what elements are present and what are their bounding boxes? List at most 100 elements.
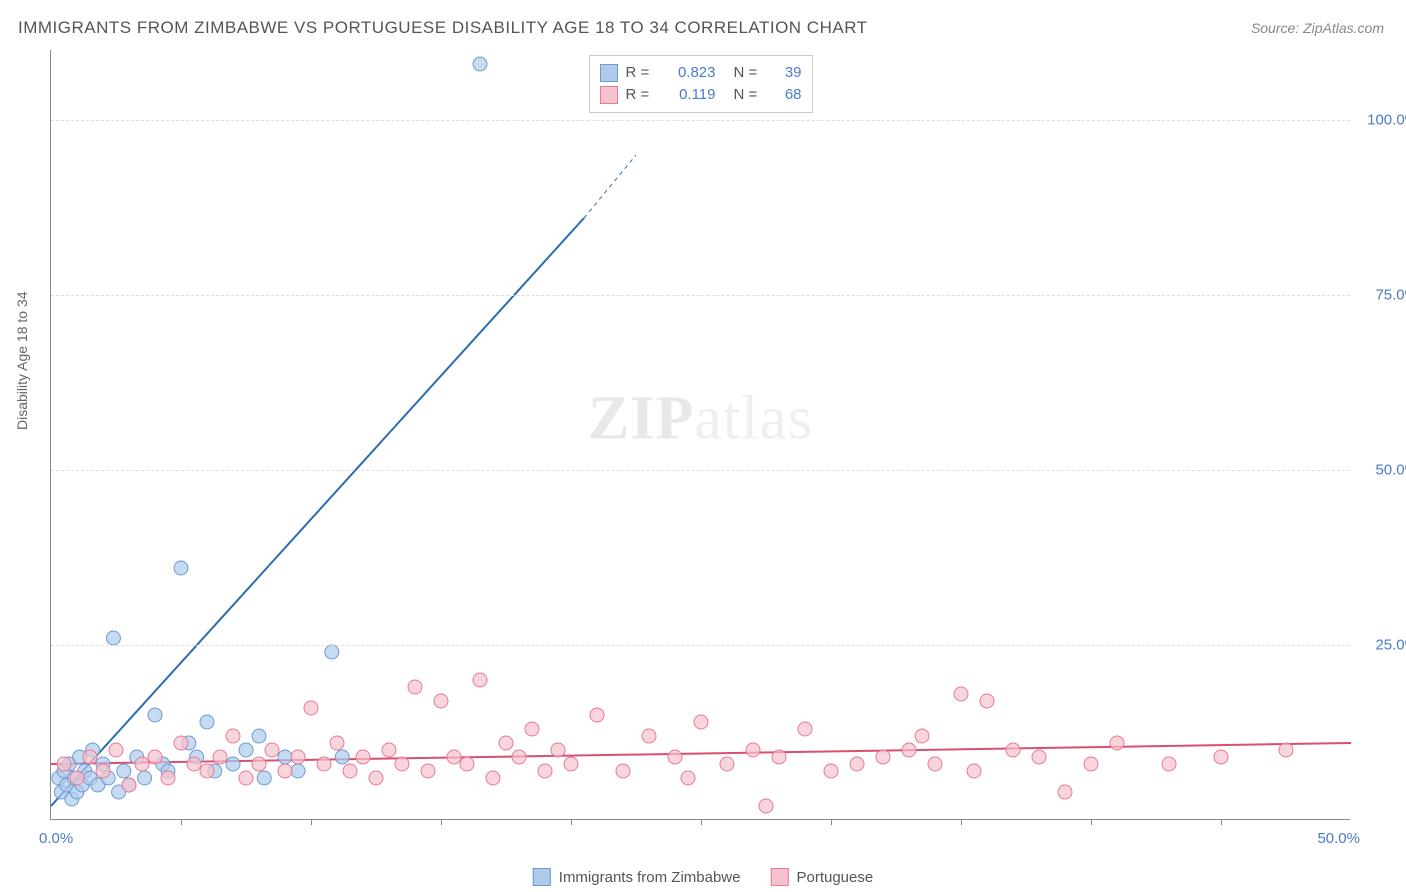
x-tick-mark [701, 819, 702, 825]
r-value-1: 0.823 [664, 62, 716, 84]
trend-line [51, 218, 584, 806]
n-value-1: 39 [772, 62, 802, 84]
data-point [499, 736, 513, 750]
x-tick-mark [441, 819, 442, 825]
data-point [772, 750, 786, 764]
data-point [257, 771, 271, 785]
gridline [51, 120, 1350, 121]
legend-stats: R = 0.823 N = 39 R = 0.119 N = 68 [589, 55, 813, 113]
data-point [824, 764, 838, 778]
legend-stats-row-1: R = 0.823 N = 39 [600, 62, 802, 84]
y-tick-label: 25.0% [1375, 637, 1406, 654]
n-value-2: 68 [772, 84, 802, 106]
legend-series: Immigrants from Zimbabwe Portuguese [533, 868, 873, 886]
data-point [122, 778, 136, 792]
data-point [226, 757, 240, 771]
data-point [109, 743, 123, 757]
x-tick-mark [1091, 819, 1092, 825]
data-point [187, 757, 201, 771]
data-point [1110, 736, 1124, 750]
data-point [421, 764, 435, 778]
data-point [200, 764, 214, 778]
data-point [460, 757, 474, 771]
data-point [117, 764, 131, 778]
data-point [330, 736, 344, 750]
y-tick-label: 50.0% [1375, 462, 1406, 479]
y-tick-label: 75.0% [1375, 287, 1406, 304]
data-point [200, 715, 214, 729]
gridline [51, 645, 1350, 646]
data-point [252, 757, 266, 771]
data-point [642, 729, 656, 743]
data-point [798, 722, 812, 736]
data-point [1032, 750, 1046, 764]
x-tick-left: 0.0% [39, 830, 73, 847]
data-point [915, 729, 929, 743]
data-point [239, 743, 253, 757]
data-point [343, 764, 357, 778]
n-label: N = [734, 62, 764, 84]
gridline [51, 470, 1350, 471]
data-point [148, 750, 162, 764]
swatch-legend-2-icon [770, 868, 788, 886]
x-tick-mark [311, 819, 312, 825]
data-point [325, 645, 339, 659]
data-point [1279, 743, 1293, 757]
r-value-2: 0.119 [664, 84, 716, 106]
r-label: R = [626, 62, 656, 84]
data-point [138, 771, 152, 785]
data-point [720, 757, 734, 771]
data-point [395, 757, 409, 771]
data-point [70, 771, 84, 785]
data-point [525, 722, 539, 736]
data-point [1084, 757, 1098, 771]
data-point [226, 729, 240, 743]
data-point [213, 750, 227, 764]
source-attribution: Source: ZipAtlas.com [1251, 20, 1384, 36]
x-tick-mark [961, 819, 962, 825]
data-point [57, 757, 71, 771]
data-point [252, 729, 266, 743]
data-point [590, 708, 604, 722]
data-point [335, 750, 349, 764]
data-point [850, 757, 864, 771]
data-point [408, 680, 422, 694]
data-point [616, 764, 630, 778]
data-point [1006, 743, 1020, 757]
data-point [486, 771, 500, 785]
data-point [382, 743, 396, 757]
chart-svg [51, 50, 1350, 819]
data-point [746, 743, 760, 757]
trend-line-extension [584, 155, 636, 218]
data-point [317, 757, 331, 771]
swatch-series-1-icon [600, 64, 618, 82]
data-point [291, 750, 305, 764]
x-tick-right: 50.0% [1317, 830, 1360, 847]
legend-stats-row-2: R = 0.119 N = 68 [600, 84, 802, 106]
x-tick-mark [571, 819, 572, 825]
plot-area: ZIPatlas R = 0.823 N = 39 R = 0.119 N = … [50, 50, 1350, 820]
data-point [278, 764, 292, 778]
swatch-legend-1-icon [533, 868, 551, 886]
data-point [1214, 750, 1228, 764]
data-point [564, 757, 578, 771]
data-point [83, 750, 97, 764]
data-point [681, 771, 695, 785]
data-point [161, 771, 175, 785]
data-point [447, 750, 461, 764]
data-point [174, 561, 188, 575]
legend-item-2: Portuguese [770, 868, 873, 886]
data-point [278, 750, 292, 764]
data-point [928, 757, 942, 771]
data-point [902, 743, 916, 757]
data-point [694, 715, 708, 729]
data-point [1162, 757, 1176, 771]
data-point [96, 764, 110, 778]
data-point [967, 764, 981, 778]
data-point [291, 764, 305, 778]
data-point [473, 57, 487, 71]
data-point [668, 750, 682, 764]
x-tick-mark [831, 819, 832, 825]
x-tick-mark [181, 819, 182, 825]
legend-label-2: Portuguese [796, 869, 873, 886]
